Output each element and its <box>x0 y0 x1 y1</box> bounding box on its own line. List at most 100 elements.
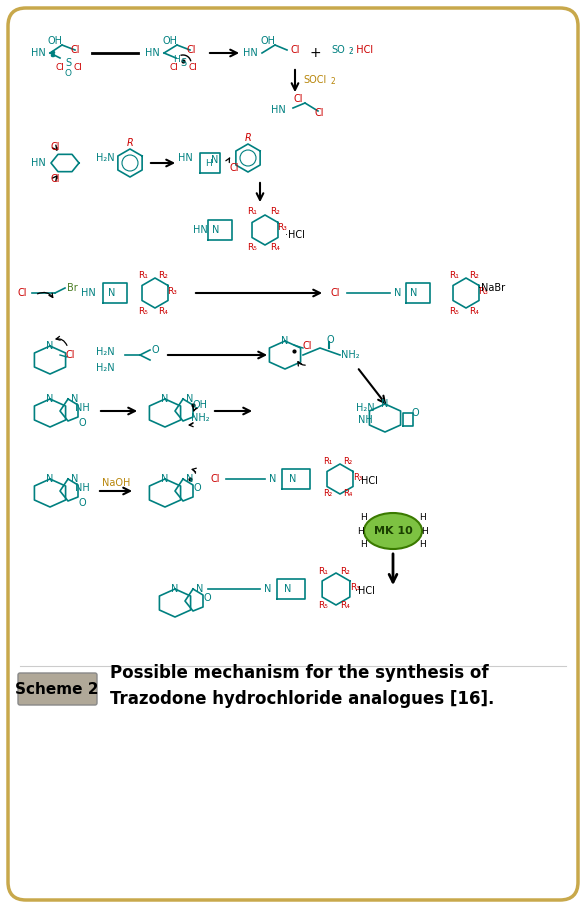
Text: H: H <box>418 513 425 522</box>
Text: R: R <box>127 138 134 148</box>
Text: R₃: R₃ <box>353 472 363 481</box>
Text: H: H <box>360 513 367 522</box>
Text: N: N <box>394 288 401 298</box>
Text: H: H <box>418 540 425 549</box>
Text: R₅: R₅ <box>138 307 148 315</box>
Text: HN: HN <box>30 158 45 168</box>
Text: Cl: Cl <box>302 341 312 351</box>
Text: ·HCl: ·HCl <box>358 476 378 486</box>
Text: H: H <box>205 159 212 167</box>
Text: Cl: Cl <box>17 288 27 298</box>
Text: SO: SO <box>331 45 345 55</box>
Text: N: N <box>161 394 169 404</box>
Text: R₂: R₂ <box>469 271 479 280</box>
Text: +: + <box>309 46 321 60</box>
Text: N: N <box>161 474 169 484</box>
Text: N: N <box>281 336 289 346</box>
Text: N: N <box>381 399 389 409</box>
Text: HN: HN <box>271 105 285 115</box>
Text: O: O <box>64 68 71 77</box>
Text: R₄: R₄ <box>270 243 280 252</box>
Text: Cl: Cl <box>70 45 80 55</box>
Text: O: O <box>203 593 211 603</box>
Text: Br: Br <box>67 283 77 293</box>
Text: HN: HN <box>193 225 207 235</box>
Text: N: N <box>410 288 418 298</box>
Text: OH: OH <box>47 36 63 46</box>
Text: MK 10: MK 10 <box>374 526 413 536</box>
Text: ·NaBr: ·NaBr <box>478 283 506 293</box>
Text: S: S <box>65 58 71 68</box>
Text: N: N <box>186 474 194 484</box>
Text: H: H <box>421 527 428 536</box>
Text: N: N <box>71 474 79 484</box>
Text: R₅: R₅ <box>247 243 257 252</box>
Text: HN: HN <box>243 48 257 58</box>
Text: R₃: R₃ <box>350 583 360 591</box>
Text: N: N <box>108 288 115 298</box>
FancyBboxPatch shape <box>8 8 578 900</box>
Text: R₅: R₅ <box>449 307 459 315</box>
Text: H: H <box>360 540 367 549</box>
Text: Cl: Cl <box>74 63 83 72</box>
Text: R₂: R₂ <box>343 457 353 466</box>
Text: O: O <box>411 408 419 418</box>
Text: N: N <box>212 225 220 235</box>
Text: R₄: R₄ <box>469 307 479 315</box>
Text: H: H <box>173 54 179 64</box>
Text: OH: OH <box>261 36 275 46</box>
Text: O: O <box>151 345 159 355</box>
Text: NH: NH <box>357 415 372 425</box>
Text: HN: HN <box>30 48 45 58</box>
Ellipse shape <box>364 513 422 549</box>
Text: N: N <box>46 474 54 484</box>
Text: ·HCl: ·HCl <box>355 586 375 596</box>
Text: R₂: R₂ <box>323 489 333 498</box>
Text: Cl: Cl <box>314 108 323 118</box>
Text: 2: 2 <box>331 77 335 86</box>
FancyBboxPatch shape <box>18 673 97 705</box>
Text: R₂: R₂ <box>340 567 350 576</box>
Text: O: O <box>326 335 334 345</box>
Text: S: S <box>180 58 186 68</box>
Text: HN: HN <box>81 288 96 298</box>
Text: R₃: R₃ <box>277 223 287 232</box>
Text: HN: HN <box>145 48 159 58</box>
Text: N: N <box>284 584 292 594</box>
Text: O: O <box>193 483 201 493</box>
Text: N: N <box>71 394 79 404</box>
Text: N: N <box>46 341 54 351</box>
Text: R₅: R₅ <box>318 600 328 609</box>
Text: Cl: Cl <box>186 45 196 55</box>
Text: Cl: Cl <box>169 63 179 72</box>
Text: NH₂: NH₂ <box>340 350 359 360</box>
Text: Cl: Cl <box>210 474 220 484</box>
Text: Cl: Cl <box>65 350 75 360</box>
Text: Cl: Cl <box>229 163 239 173</box>
Text: Cl: Cl <box>56 63 64 72</box>
Text: O: O <box>78 498 86 508</box>
Text: R₄: R₄ <box>158 307 168 315</box>
Text: Cl: Cl <box>189 63 197 72</box>
Text: H₂N: H₂N <box>96 363 114 373</box>
Text: N: N <box>196 584 204 594</box>
Text: R₃: R₃ <box>478 287 488 295</box>
Text: · HCl: · HCl <box>347 45 373 55</box>
Text: R₃: R₃ <box>167 287 177 295</box>
Text: Cl: Cl <box>293 94 303 104</box>
Text: Cl: Cl <box>331 288 340 298</box>
Text: NH₂: NH₂ <box>190 413 209 423</box>
Text: OH: OH <box>192 400 207 410</box>
Text: R₁: R₁ <box>138 271 148 280</box>
Text: ·HCl: ·HCl <box>285 230 305 240</box>
Text: R: R <box>244 133 251 143</box>
Text: R₂: R₂ <box>158 271 168 280</box>
Text: R₁: R₁ <box>247 208 257 216</box>
Text: R₄: R₄ <box>340 600 350 609</box>
Text: N: N <box>186 394 194 404</box>
Text: H₂N: H₂N <box>356 403 374 413</box>
Text: N: N <box>289 474 297 484</box>
Text: R₁: R₁ <box>318 567 328 576</box>
Text: O: O <box>78 418 86 428</box>
Text: NH: NH <box>74 403 90 413</box>
